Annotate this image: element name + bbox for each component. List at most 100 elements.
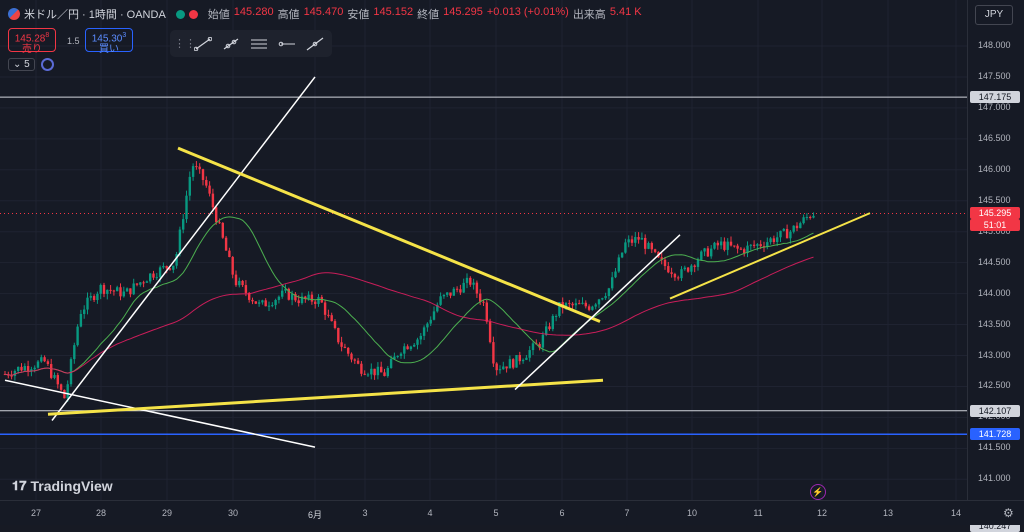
candle-body: [373, 368, 376, 376]
candle-body: [399, 353, 403, 356]
candle-body: [366, 374, 370, 376]
candle-body: [158, 267, 162, 278]
trendline-tool-icon[interactable]: [190, 33, 216, 55]
candle-body: [185, 195, 188, 220]
candle-body: [604, 296, 607, 299]
candle-body: [356, 360, 360, 364]
chart-pane[interactable]: [0, 0, 967, 500]
time-axis[interactable]: [0, 500, 1024, 525]
support-line-yellow: [47, 378, 604, 416]
uptrend-line-white: [51, 76, 316, 421]
candle-body: [617, 257, 620, 272]
candle-body: [330, 315, 333, 322]
candle-body: [518, 355, 521, 362]
candle-body: [683, 267, 686, 270]
candle-body: [304, 296, 307, 299]
gear-icon[interactable]: ⚙: [1003, 506, 1014, 520]
candle-body: [201, 169, 205, 180]
candle-body: [805, 216, 809, 218]
candle-body: [221, 222, 224, 238]
extended-line-icon[interactable]: [302, 33, 328, 55]
candle-body: [132, 283, 135, 295]
horizontal-ray-icon[interactable]: [274, 33, 300, 55]
candle-body: [33, 367, 36, 370]
candle-body: [254, 301, 257, 304]
candle-body: [10, 375, 13, 377]
candle-body: [102, 284, 106, 294]
candle-body: [96, 293, 99, 301]
support-line-yellow-2: [669, 212, 871, 300]
indicator-toggle[interactable]: ⌄ 5: [8, 58, 54, 71]
candle-body: [611, 277, 614, 289]
candle-body: [706, 248, 710, 257]
candle-body: [370, 368, 373, 375]
candle-body: [46, 361, 50, 365]
candle-body: [465, 277, 469, 283]
candle-body: [152, 273, 155, 278]
candle-body: [218, 222, 221, 224]
candle-body: [13, 370, 17, 377]
candle-body: [482, 301, 485, 303]
candle-body: [231, 257, 234, 275]
candle-body: [56, 375, 59, 385]
candle-body: [142, 282, 145, 284]
candle-body: [155, 277, 158, 279]
drag-handle-icon[interactable]: ⋮⋮: [174, 38, 196, 50]
candle-body: [409, 346, 413, 350]
candle-body: [512, 359, 515, 368]
candle-body: [290, 294, 294, 300]
candle-body: [446, 292, 449, 295]
candle-body: [554, 316, 558, 318]
buy-button[interactable]: 145.303 買い: [85, 28, 133, 55]
candlestick-chart[interactable]: [0, 0, 967, 500]
candle-body: [383, 372, 386, 377]
candle-body: [343, 346, 347, 348]
indicator-settings-icon[interactable]: [40, 58, 54, 71]
candle-body: [416, 339, 419, 345]
candle-body: [726, 241, 729, 250]
parallel-channel-icon[interactable]: [246, 33, 272, 55]
candle-body: [525, 357, 528, 360]
symbol-title[interactable]: 米ドル／円 · 1時間 · OANDA: [24, 9, 166, 21]
candle-body: [432, 311, 436, 320]
candle-body: [149, 273, 152, 282]
candle-body: [327, 314, 330, 316]
candle-body: [333, 321, 337, 328]
sell-button[interactable]: 145.288 売り: [8, 28, 56, 55]
candle-body: [168, 268, 172, 270]
currency-selector[interactable]: JPY: [975, 5, 1013, 25]
candle-body: [376, 366, 380, 376]
ma-long-line: [4, 256, 814, 376]
candle-body: [581, 302, 584, 304]
ray-tool-icon[interactable]: [218, 33, 244, 55]
candle-body: [541, 334, 545, 348]
candle-body: [733, 245, 736, 247]
candle-body: [772, 238, 776, 242]
indicator-count[interactable]: ⌄ 5: [8, 58, 35, 71]
ohlc-values: 始値 145.280 高値 145.470 安値 145.152 終値 145.295 …: [207, 6, 642, 21]
candle-body: [548, 326, 551, 330]
candle-body: [515, 355, 518, 368]
candle-body: [680, 269, 683, 279]
price-tick-label: 146.000: [978, 163, 1011, 174]
flash-icon[interactable]: ⚡: [810, 484, 826, 500]
candle-body: [66, 384, 69, 399]
candle-body: [347, 347, 350, 354]
candle-body: [53, 375, 56, 378]
candle-body: [317, 297, 320, 304]
candle-body: [224, 237, 228, 251]
resistance-line-yellow: [177, 146, 601, 323]
symbol-header: 米ドル／円 · 1時間 · OANDA 始値 145.280 高値 145.470 …: [8, 6, 642, 22]
candle-body: [182, 219, 185, 230]
candle-body: [677, 277, 680, 279]
candle-body: [119, 287, 122, 297]
bar-countdown-tag: 51:01: [970, 219, 1020, 232]
price-tick-label: 144.000: [978, 287, 1011, 298]
candle-body: [40, 357, 43, 362]
candle-body: [251, 299, 254, 302]
candle-body: [759, 244, 762, 247]
candle-body: [79, 313, 83, 327]
candle-body: [396, 355, 399, 357]
time-tick-label: 13: [882, 508, 894, 518]
price-tick-label: 144.500: [978, 256, 1011, 267]
